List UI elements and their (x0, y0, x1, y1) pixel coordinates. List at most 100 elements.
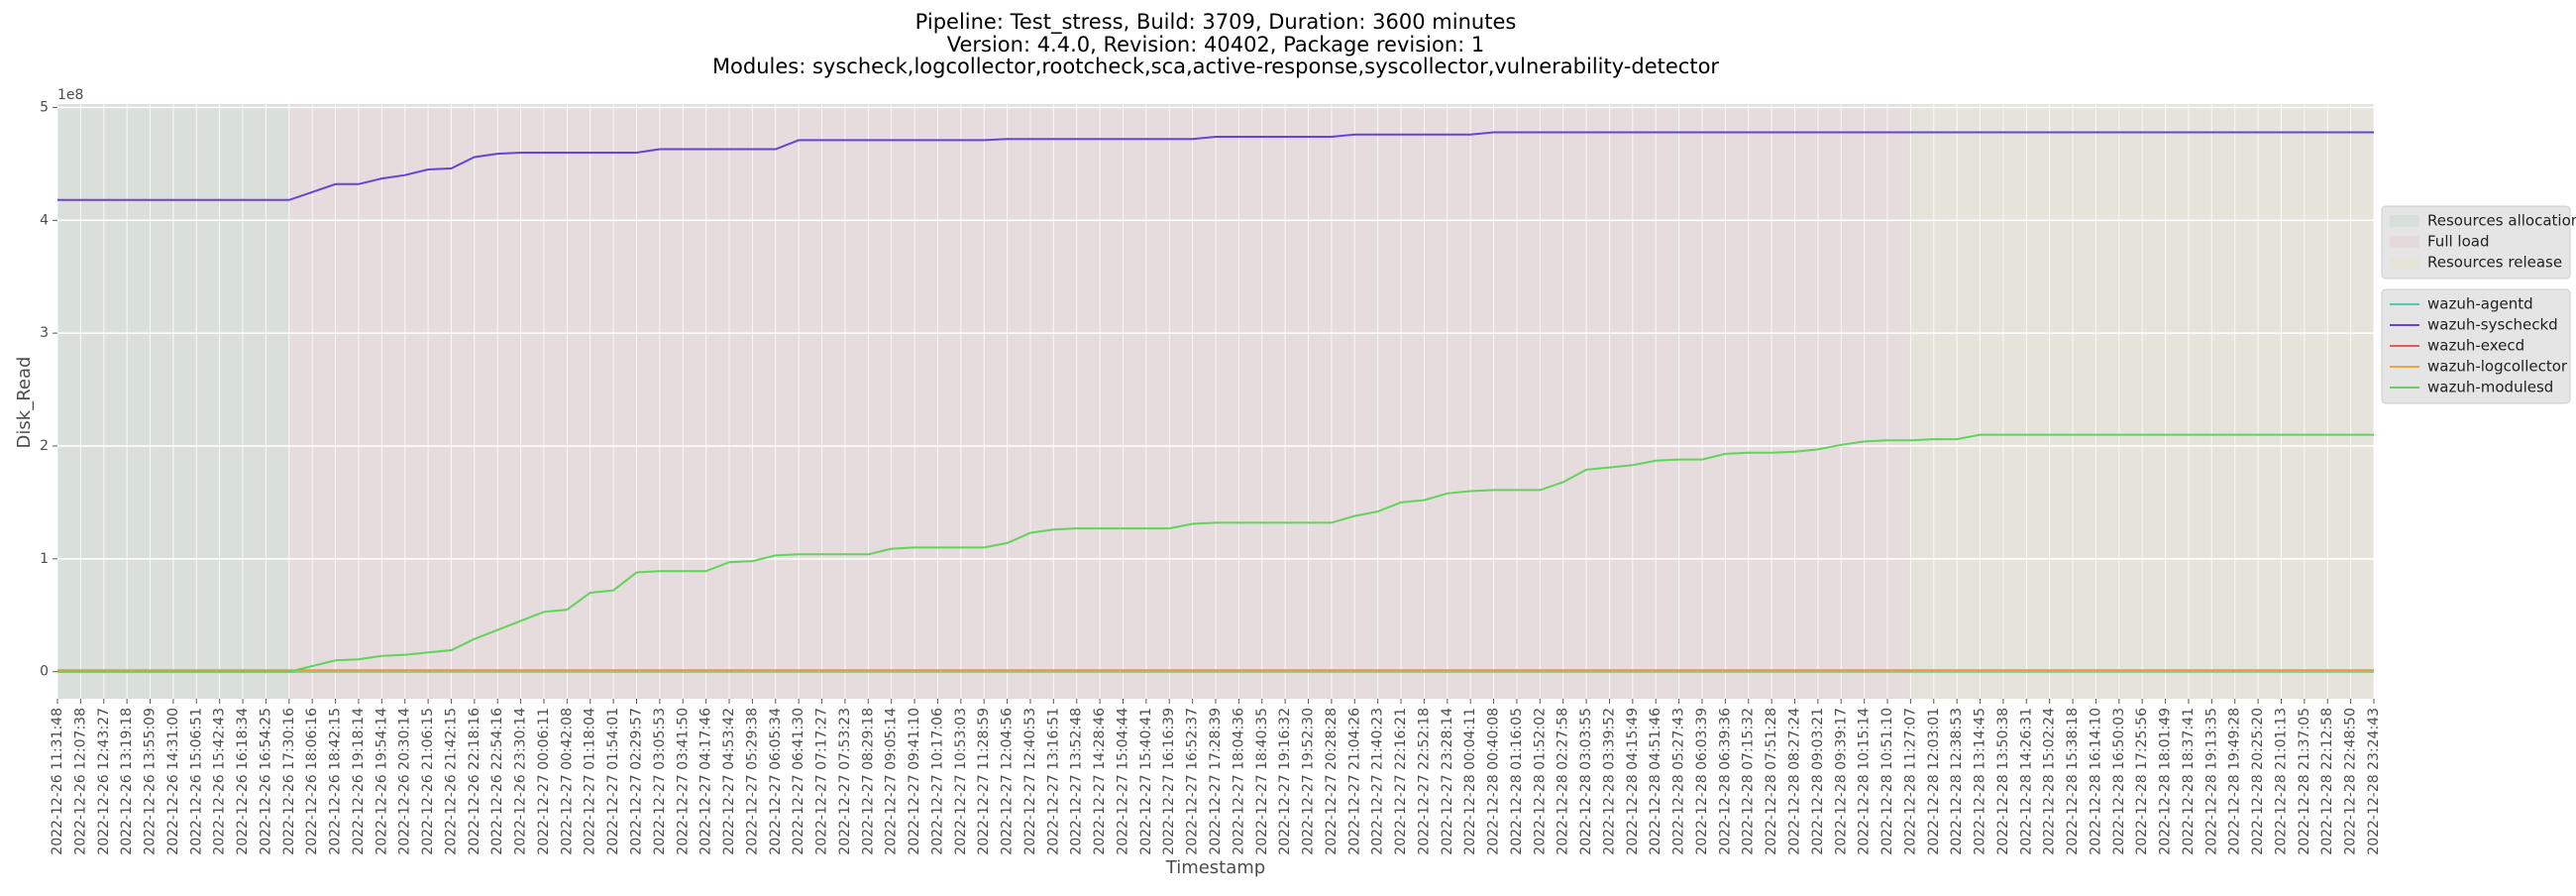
x-tick-label: 2022-12-27 18:40:35 (1254, 708, 1270, 855)
legend-label: wazuh-agentd (2427, 295, 2533, 313)
x-tick-label: 2022-12-27 09:05:14 (884, 708, 900, 855)
x-tick-label: 2022-12-27 08:29:18 (860, 708, 876, 855)
x-tick-label: 2022-12-28 12:38:53 (1949, 708, 1965, 855)
x-tick-label: 2022-12-27 06:05:34 (768, 708, 784, 855)
x-tick-label: 2022-12-28 04:51:46 (1648, 708, 1664, 855)
x-tick-label: 2022-12-27 13:52:48 (1069, 708, 1085, 855)
x-tick-label: 2022-12-26 17:30:16 (281, 708, 297, 855)
x-tick-label: 2022-12-28 09:03:21 (1810, 708, 1826, 855)
x-tick-label: 2022-12-28 03:39:52 (1601, 708, 1617, 855)
legend-label: wazuh-syscheckd (2427, 316, 2558, 334)
x-tick-label: 2022-12-26 23:30:14 (513, 708, 529, 855)
x-tick-label: 2022-12-27 15:40:41 (1138, 708, 1154, 855)
x-tick-label: 2022-12-27 15:04:44 (1115, 708, 1130, 855)
x-tick-label: 2022-12-26 21:42:15 (443, 708, 459, 855)
x-tick-label: 2022-12-27 10:17:06 (929, 708, 945, 855)
x-tick-label: 2022-12-28 19:13:35 (2203, 708, 2219, 855)
x-tick-label: 2022-12-28 13:14:45 (1973, 708, 1988, 855)
x-tick-label: 2022-12-28 21:01:13 (2273, 708, 2289, 855)
x-tick-label: 2022-12-28 01:52:02 (1532, 708, 1548, 855)
x-tick-label: 2022-12-28 06:03:39 (1694, 708, 1710, 855)
legend-label: wazuh-modulesd (2427, 379, 2553, 396)
x-tick-label: 2022-12-26 19:54:14 (374, 708, 389, 855)
x-tick-label: 2022-12-27 22:52:18 (1416, 708, 1432, 855)
legend-label: Resources allocation (2427, 212, 2576, 230)
legend-label: wazuh-logcollector (2427, 358, 2568, 376)
y-axis-label: Disk_Read (14, 357, 35, 449)
x-tick-label: 2022-12-27 21:04:26 (1346, 708, 1362, 855)
x-tick-label: 2022-12-27 19:52:30 (1301, 708, 1317, 855)
x-tick-label: 2022-12-27 07:17:27 (814, 708, 830, 855)
x-tick-label: 2022-12-28 20:25:20 (2250, 708, 2266, 855)
x-tick-label: 2022-12-28 16:14:10 (2088, 708, 2103, 855)
x-tick-label: 2022-12-27 17:28:39 (1208, 708, 1224, 855)
x-tick-label: 2022-12-28 00:40:08 (1486, 708, 1502, 855)
x-tick-label: 2022-12-26 22:54:16 (489, 708, 505, 855)
x-tick-label: 2022-12-27 05:29:38 (744, 708, 760, 855)
y-tick-label: 2 (40, 438, 49, 454)
x-tick-label: 2022-12-26 19:18:14 (351, 708, 367, 855)
x-tick-label: 2022-12-28 22:48:50 (2343, 708, 2359, 855)
x-tick-label: 2022-12-26 22:18:16 (467, 708, 483, 855)
x-tick-label: 2022-12-27 03:41:50 (675, 708, 691, 855)
x-tick-label: 2022-12-28 10:51:10 (1879, 708, 1895, 855)
legend-swatch (2390, 236, 2419, 248)
x-tick-label: 2022-12-27 00:06:11 (536, 708, 552, 855)
x-tick-label: 2022-12-28 13:50:38 (1995, 708, 2011, 855)
chart-title: Modules: syscheck,logcollector,rootcheck… (712, 55, 1719, 78)
x-tick-label: 2022-12-28 12:03:01 (1926, 708, 1942, 855)
x-tick-label: 2022-12-27 14:28:46 (1092, 708, 1108, 855)
x-tick-label: 2022-12-26 16:18:34 (235, 708, 251, 855)
x-tick-label: 2022-12-28 15:02:24 (2042, 708, 2058, 855)
y-tick-label: 4 (40, 212, 49, 228)
x-tick-label: 2022-12-28 02:27:58 (1556, 708, 1571, 855)
x-tick-label: 2022-12-26 12:07:38 (72, 708, 88, 855)
x-tick-label: 2022-12-28 09:39:17 (1833, 708, 1849, 855)
x-tick-label: 2022-12-28 11:27:07 (1902, 708, 1918, 855)
x-tick-label: 2022-12-27 16:16:39 (1161, 708, 1177, 855)
x-tick-label: 2022-12-28 23:24:43 (2366, 708, 2382, 855)
x-tick-label: 2022-12-28 18:01:49 (2158, 708, 2174, 855)
x-tick-label: 2022-12-27 01:18:04 (583, 708, 598, 855)
series-line (57, 433, 2374, 673)
x-tick-label: 2022-12-28 16:50:03 (2111, 708, 2127, 855)
x-tick-label: 2022-12-27 01:54:01 (605, 708, 621, 855)
x-tick-label: 2022-12-27 12:40:53 (1022, 708, 1038, 855)
x-tick-label: 2022-12-27 04:17:46 (698, 708, 714, 855)
x-tick-label: 2022-12-28 07:15:32 (1741, 708, 1757, 855)
x-tick-label: 2022-12-26 15:42:43 (212, 708, 228, 855)
x-tick-label: 2022-12-27 20:28:28 (1324, 708, 1340, 855)
x-tick-label: 2022-12-27 03:05:53 (652, 708, 668, 855)
x-tick-label: 2022-12-28 03:03:55 (1578, 708, 1594, 855)
x-tick-label: 2022-12-27 06:41:30 (791, 708, 806, 855)
x-tick-label: 2022-12-28 21:37:05 (2297, 708, 2312, 855)
x-tick-label: 2022-12-28 00:04:11 (1462, 708, 1478, 855)
legend-label: wazuh-execd (2427, 337, 2524, 355)
y-tick-label: 0 (40, 664, 49, 680)
x-tick-label: 2022-12-27 00:42:08 (559, 708, 575, 855)
legend-label: Resources release (2427, 254, 2562, 272)
x-tick-label: 2022-12-26 18:06:16 (304, 708, 320, 855)
x-tick-label: 2022-12-27 02:29:57 (629, 708, 645, 855)
legend-box (2381, 205, 2571, 280)
x-tick-label: 2022-12-28 17:25:56 (2134, 708, 2150, 855)
legend-swatch (2390, 257, 2419, 269)
x-tick-label: 2022-12-27 22:16:21 (1393, 708, 1409, 855)
x-tick-label: 2022-12-27 10:53:03 (953, 708, 969, 855)
x-tick-label: 2022-12-26 21:06:15 (420, 708, 436, 855)
x-tick-label: 2022-12-28 22:12:58 (2319, 708, 2335, 855)
y-tick-label: 3 (40, 325, 49, 341)
x-tick-label: 2022-12-26 16:54:25 (258, 708, 273, 855)
x-tick-label: 2022-12-27 11:28:59 (976, 708, 992, 855)
y-tick-label: 5 (40, 99, 49, 115)
x-tick-label: 2022-12-27 18:04:36 (1231, 708, 1246, 855)
x-tick-label: 2022-12-28 10:15:14 (1857, 708, 1873, 855)
x-tick-label: 2022-12-28 19:49:28 (2227, 708, 2243, 855)
x-tick-label: 2022-12-27 21:40:23 (1370, 708, 1386, 855)
x-tick-label: 2022-12-28 14:26:31 (2018, 708, 2034, 855)
x-tick-label: 2022-12-26 14:31:00 (165, 708, 181, 855)
x-tick-label: 2022-12-26 20:30:14 (397, 708, 413, 855)
x-tick-label: 2022-12-27 16:52:37 (1185, 708, 1201, 855)
